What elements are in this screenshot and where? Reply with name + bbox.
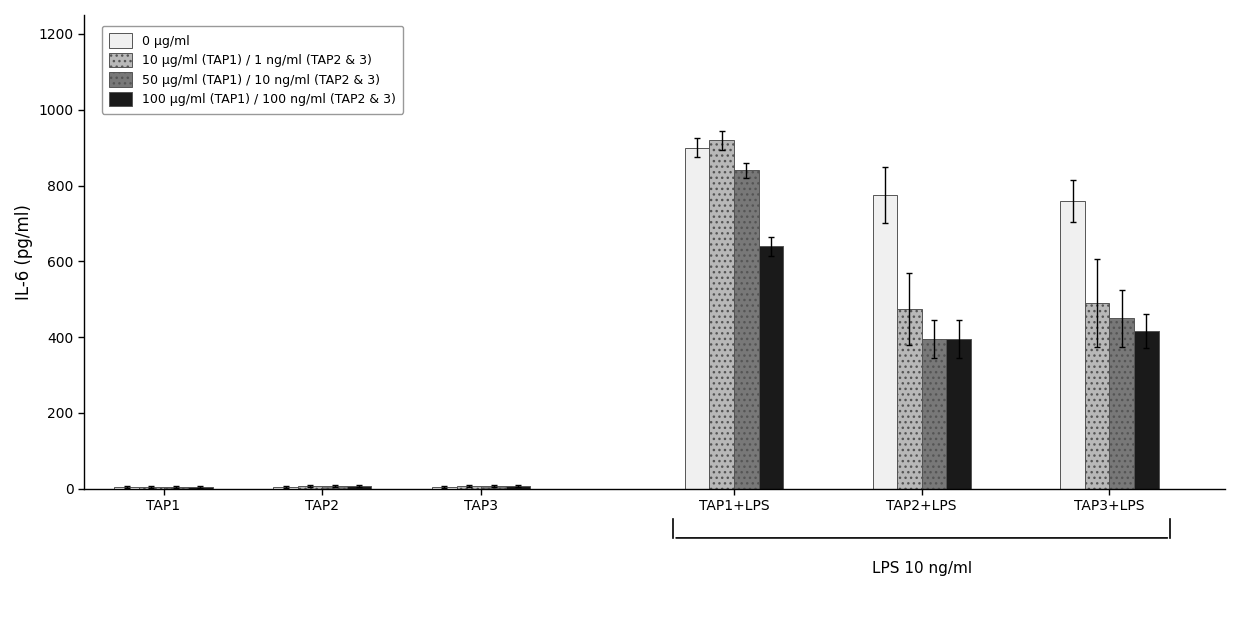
- Text: LPS 10 ng/ml: LPS 10 ng/ml: [872, 561, 972, 575]
- Bar: [273, 487, 298, 489]
- Bar: [1085, 303, 1110, 489]
- Bar: [734, 170, 759, 489]
- Bar: [164, 487, 188, 489]
- Bar: [114, 487, 139, 489]
- Bar: [322, 486, 347, 489]
- Bar: [946, 339, 971, 489]
- Bar: [188, 487, 212, 489]
- Bar: [506, 486, 531, 489]
- Bar: [298, 486, 322, 489]
- Bar: [139, 487, 164, 489]
- Bar: [898, 309, 921, 489]
- Bar: [709, 140, 734, 489]
- Legend: 0 μg/ml, 10 μg/ml (TAP1) / 1 ng/ml (TAP2 & 3), 50 μg/ml (TAP1) / 10 ng/ml (TAP2 : 0 μg/ml, 10 μg/ml (TAP1) / 1 ng/ml (TAP2…: [102, 26, 403, 114]
- Bar: [873, 195, 898, 489]
- Bar: [921, 339, 946, 489]
- Bar: [456, 486, 481, 489]
- Bar: [759, 246, 784, 489]
- Bar: [684, 147, 709, 489]
- Bar: [1110, 318, 1135, 489]
- Bar: [347, 486, 372, 489]
- Bar: [433, 487, 456, 489]
- Bar: [1135, 331, 1158, 489]
- Y-axis label: IL-6 (pg/ml): IL-6 (pg/ml): [15, 204, 33, 300]
- Bar: [481, 486, 506, 489]
- Bar: [1060, 201, 1085, 489]
